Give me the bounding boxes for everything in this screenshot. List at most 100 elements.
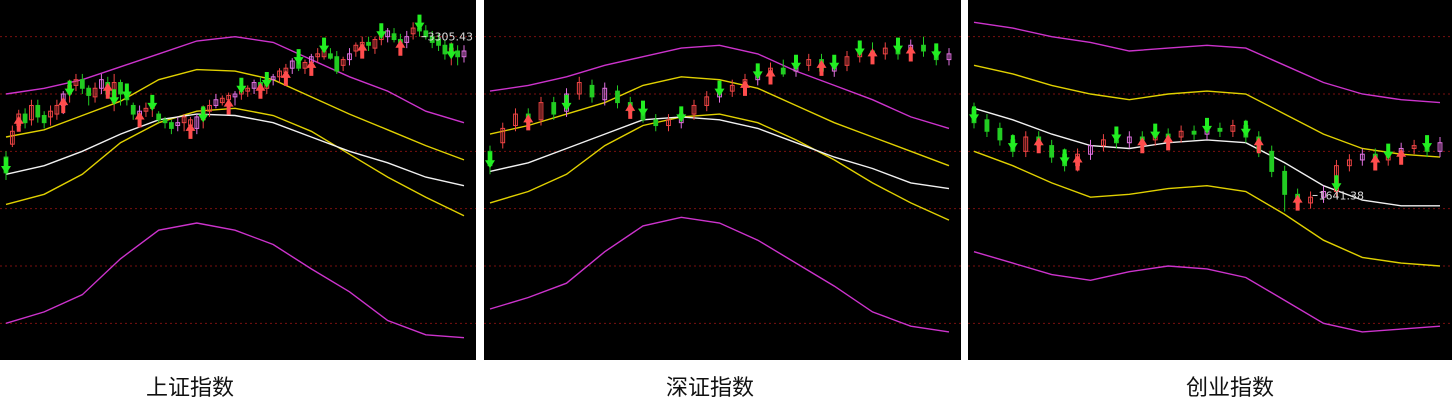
candle-body [41, 115, 47, 124]
candle-body [551, 102, 557, 115]
sell-arrow-icon [446, 43, 457, 60]
candle-body [175, 122, 181, 127]
candle-body [391, 33, 397, 41]
buy-arrow-icon [1370, 154, 1381, 171]
buy-arrow-icon [13, 115, 24, 132]
candle-body [99, 79, 104, 89]
candle-body [513, 113, 518, 127]
candle-body [277, 70, 282, 78]
candle-body [429, 36, 435, 43]
candle-body [79, 79, 85, 89]
lower-outer-band [5, 222, 465, 339]
candle-body [921, 44, 926, 52]
candle-body [704, 96, 710, 106]
candle-body [1346, 159, 1352, 167]
candle-body [219, 97, 225, 104]
candle-body [232, 93, 238, 98]
candle-body [169, 122, 174, 129]
middle-band [5, 113, 465, 187]
candle-body [442, 44, 448, 55]
buy-arrow-icon [306, 59, 317, 76]
candle-body [500, 127, 506, 144]
sell-arrow-icon [1240, 120, 1251, 137]
buy-arrow-icon [1033, 137, 1044, 154]
price-annotation: 3305.43 [427, 31, 473, 44]
upper-outer-band [489, 44, 950, 130]
buy-arrow-icon [255, 82, 266, 99]
sell-arrow-icon [714, 80, 725, 97]
candle-body [73, 79, 79, 86]
sell-arrow-icon [676, 106, 687, 123]
middle-band [489, 116, 950, 190]
candle-body [251, 82, 257, 89]
sell-arrow-icon [1059, 149, 1070, 166]
buy-arrow-icon [1396, 148, 1407, 165]
sell-arrow-icon [969, 106, 979, 123]
candle-body [589, 84, 595, 98]
price-annotation: 1641.38 [1319, 189, 1365, 202]
candle-body [1230, 125, 1236, 132]
candle-body [194, 116, 200, 129]
candle-body [455, 50, 461, 58]
candle-body [181, 116, 187, 124]
candle-body [602, 87, 608, 101]
candle-body [984, 119, 990, 132]
sell-arrow-icon [147, 94, 158, 111]
buy-arrow-icon [223, 98, 234, 115]
sell-arrow-icon [561, 94, 572, 111]
candle-body [615, 90, 620, 104]
upper-outer-band [973, 21, 1441, 104]
buy-arrow-icon [765, 68, 776, 85]
buy-arrow-icon [625, 102, 636, 119]
candle-body [780, 67, 786, 75]
sell-arrow-icon [1111, 126, 1122, 143]
candle-body [1088, 145, 1093, 155]
chart-shenzhen-svg [484, 36, 961, 333]
candle-body [289, 60, 295, 69]
candle-body [143, 107, 149, 112]
candle-body [245, 87, 251, 92]
candle-body [729, 84, 735, 92]
candle-body [54, 104, 60, 115]
candle-body [366, 41, 371, 46]
chart-panel-shenzhen [484, 0, 961, 360]
candle-body [328, 53, 333, 59]
sell-arrow-icon [236, 77, 247, 94]
buy-arrow-icon [58, 97, 69, 114]
sell-arrow-icon [1383, 143, 1394, 160]
buy-arrow-icon [1253, 137, 1264, 154]
buy-arrow-icon [395, 39, 406, 56]
candle-body [410, 27, 416, 35]
caption-shanghai: 上证指数 [145, 376, 234, 401]
candle-body [1191, 130, 1197, 135]
sell-arrow-icon [1007, 135, 1018, 152]
buy-arrow-icon [523, 114, 534, 131]
candle-body [666, 119, 671, 127]
buy-arrow-icon [1163, 134, 1174, 151]
buy-arrow-icon [1292, 194, 1303, 211]
candle-body [48, 110, 53, 118]
candle-body [372, 39, 378, 49]
candle-body [1437, 142, 1443, 152]
buy-arrow-icon [357, 42, 368, 59]
candle-body [334, 56, 340, 72]
candle-body [29, 104, 34, 121]
candle-body [1049, 145, 1055, 158]
candle-body [1217, 127, 1223, 132]
sell-arrow-icon [1, 158, 11, 174]
candle-body [302, 61, 308, 69]
candle-body [1308, 196, 1313, 204]
sell-arrow-icon [1422, 135, 1433, 152]
candle-body [9, 130, 15, 145]
candle-body [882, 47, 888, 55]
chart-chinext-svg: 1641.38 [968, 21, 1452, 333]
candle-body [1359, 153, 1365, 161]
sell-arrow-icon [931, 43, 942, 60]
chart-shanghai-svg: 3305.43 [0, 14, 476, 339]
sell-arrow-icon [893, 37, 903, 54]
buy-arrow-icon [185, 122, 196, 139]
buy-arrow-icon [867, 48, 878, 65]
sell-arrow-icon [829, 54, 840, 71]
buy-arrow-icon [280, 69, 291, 86]
candle-body [691, 104, 697, 115]
